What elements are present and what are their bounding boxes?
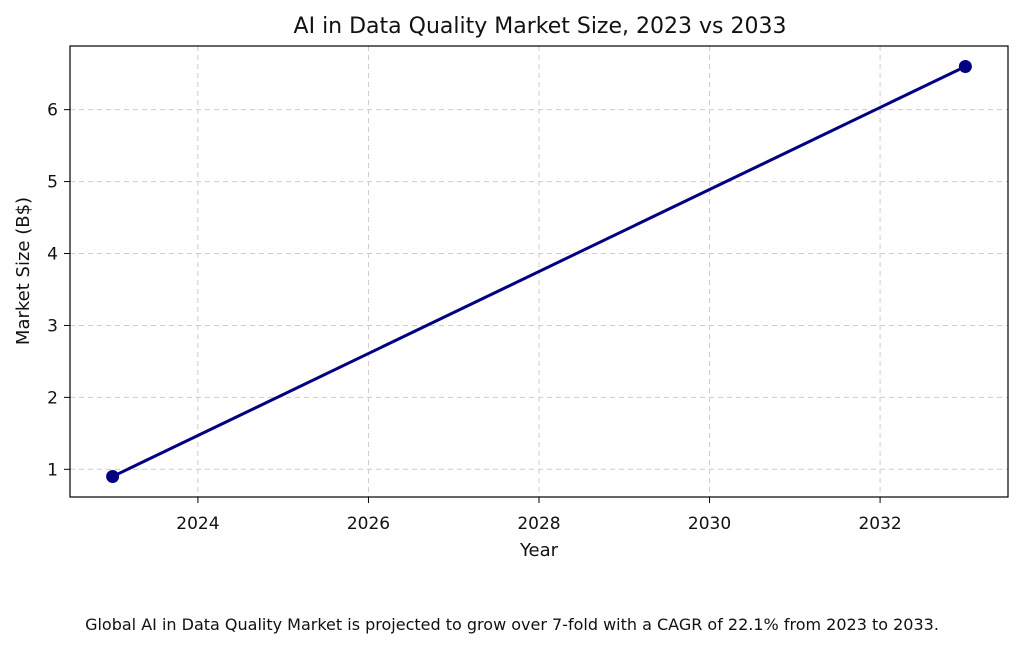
grid [70, 46, 1008, 497]
axis-ticks: 2024 2026 2028 2030 2032 1 2 3 4 5 6 [47, 101, 902, 534]
y-tick-label: 1 [47, 460, 58, 480]
y-tick-label: 5 [47, 173, 58, 193]
y-axis-label: Market Size (B$) [13, 197, 34, 345]
data-point-marker [106, 470, 120, 483]
y-tick-label: 4 [47, 245, 58, 265]
y-tick-label: 2 [47, 388, 58, 408]
y-tick-label: 3 [47, 316, 58, 336]
y-tick-label: 6 [47, 101, 58, 121]
x-tick-label: 2032 [858, 514, 901, 534]
series-line [111, 65, 967, 478]
chart-caption: Global AI in Data Quality Market is proj… [85, 615, 939, 634]
x-tick-label: 2026 [347, 514, 390, 534]
x-axis-label: Year [519, 540, 559, 561]
series-layer [106, 60, 972, 483]
x-tick-label: 2028 [517, 514, 560, 534]
chart-title: AI in Data Quality Market Size, 2023 vs … [294, 14, 787, 39]
x-tick-label: 2024 [176, 514, 219, 534]
market-size-line-chart: AI in Data Quality Market Size, 2023 vs … [13, 14, 1009, 561]
x-tick-label: 2030 [688, 514, 731, 534]
data-point-marker [958, 60, 972, 73]
